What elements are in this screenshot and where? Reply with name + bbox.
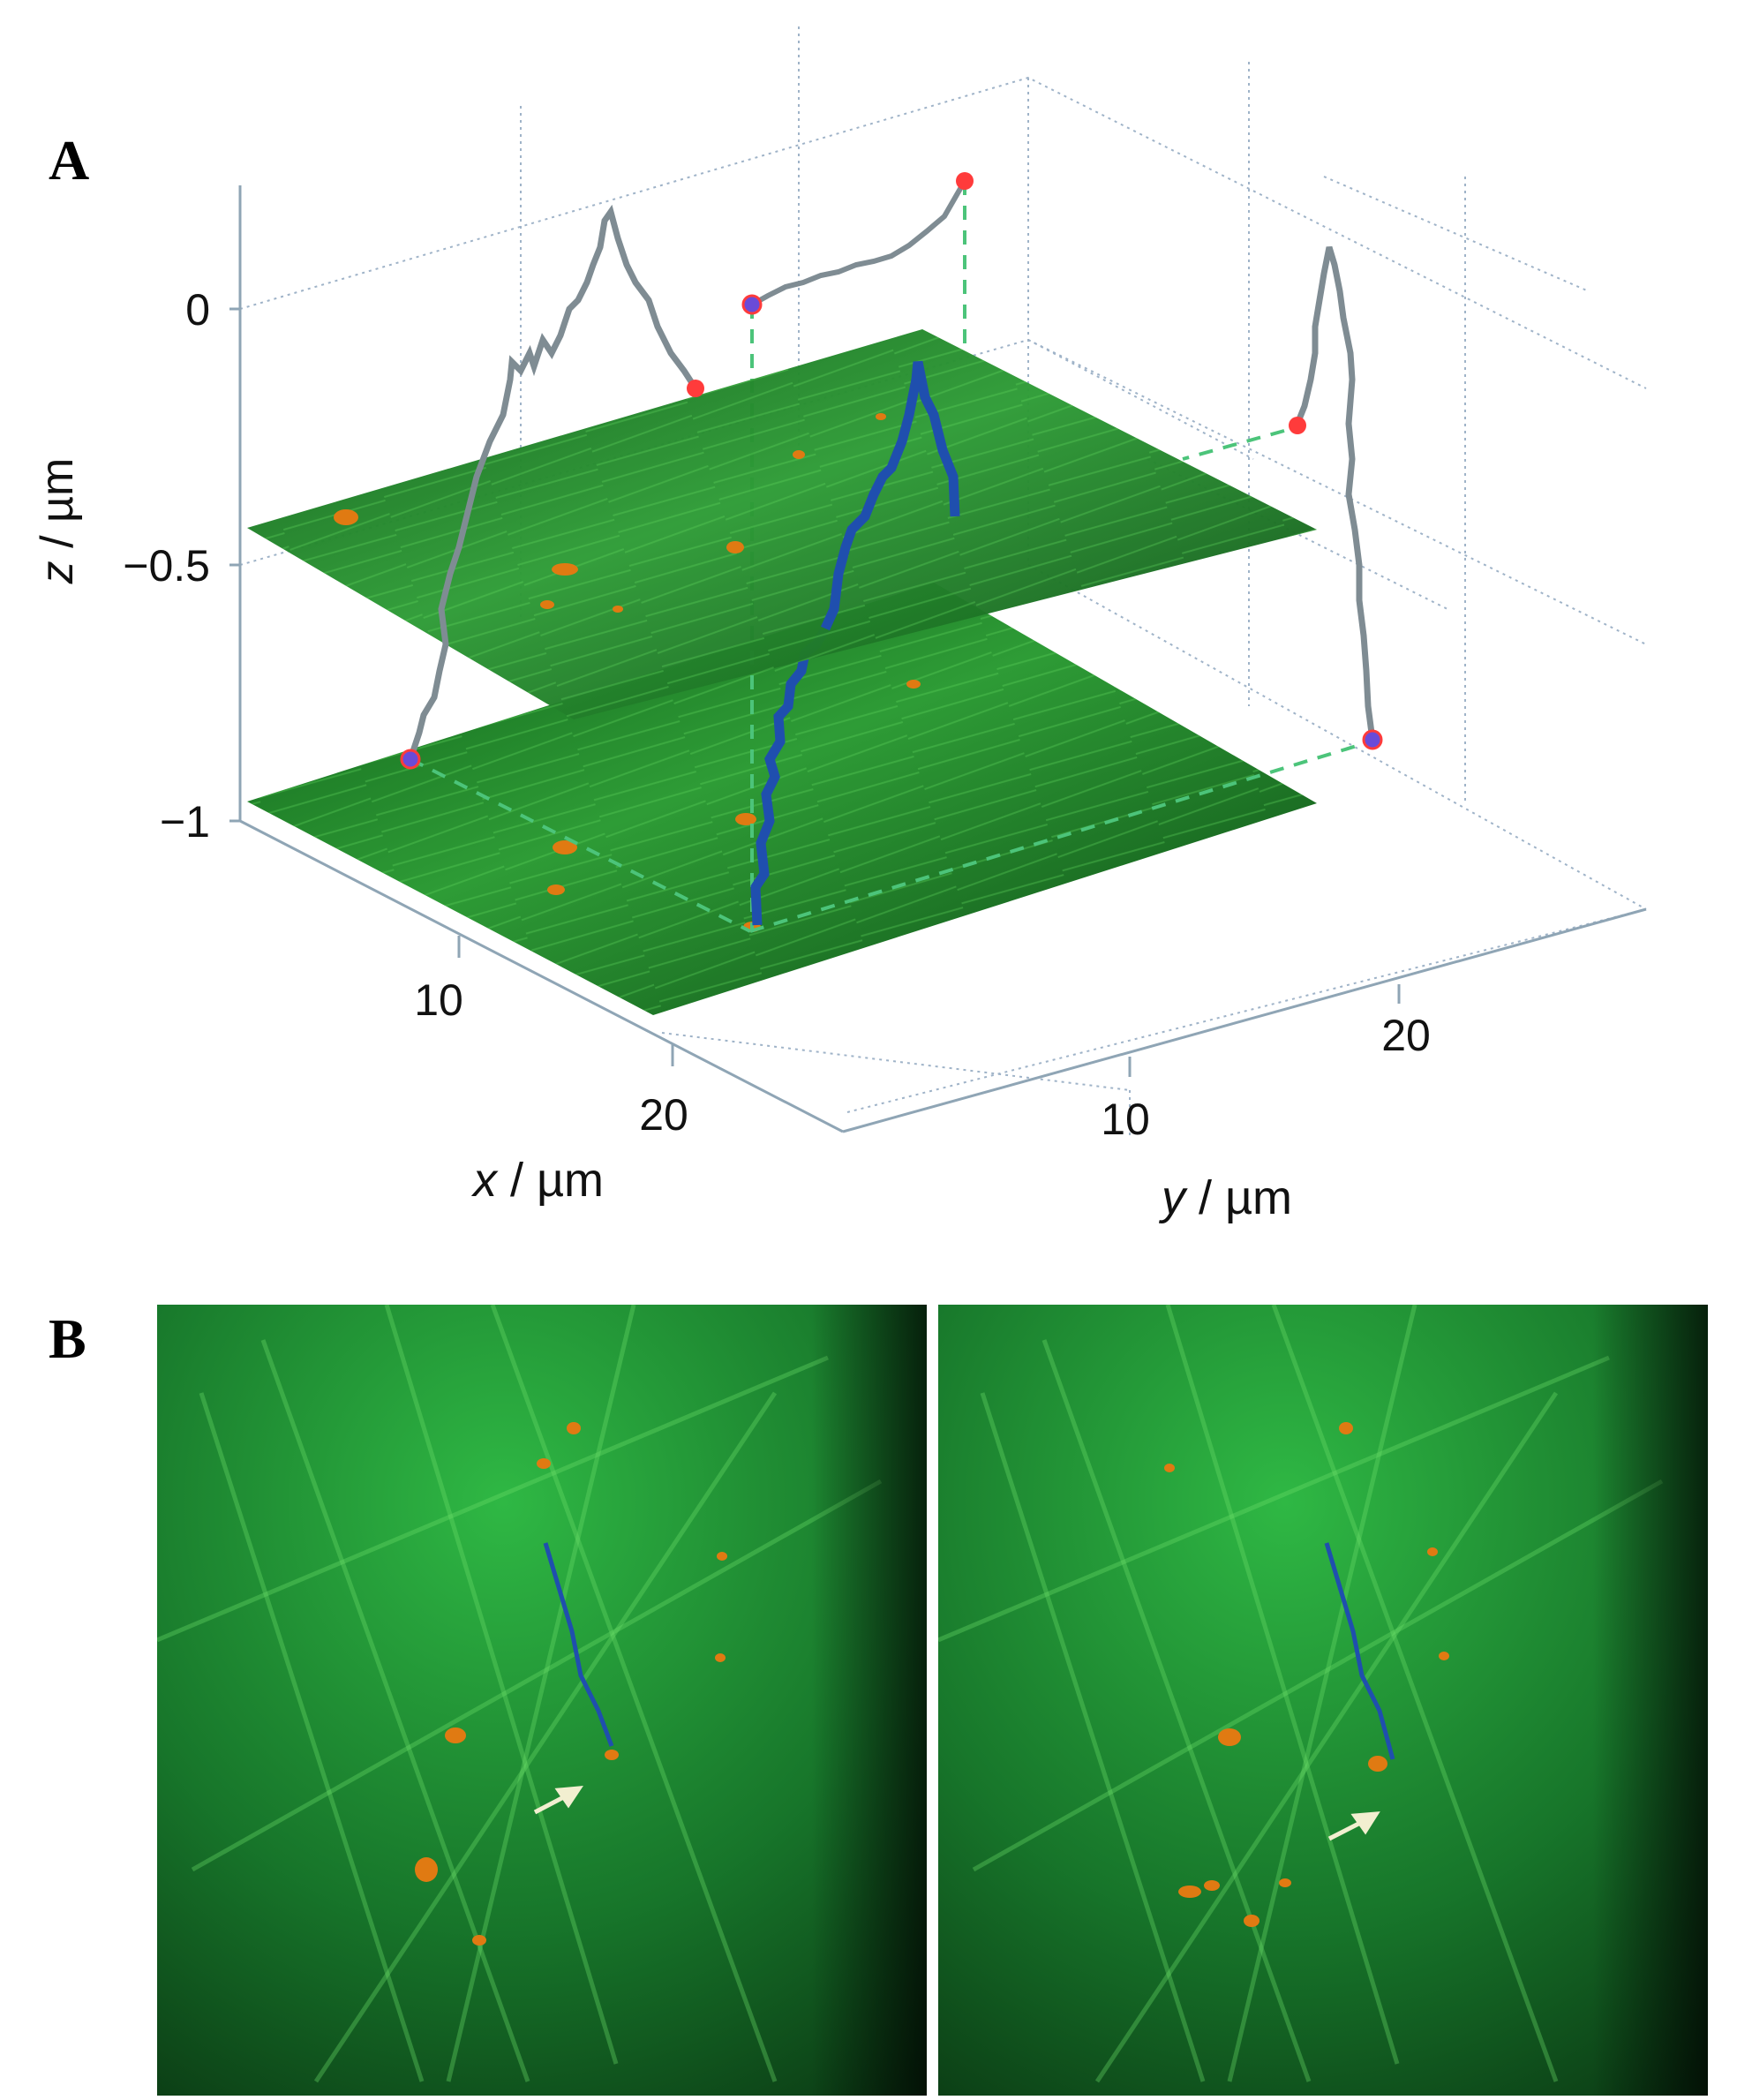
upper-image-plane	[247, 329, 1317, 719]
projection-xy	[750, 179, 967, 307]
trajectory-b-left	[543, 1542, 614, 1747]
panel-a-3d-plot: 0 −0.5 −1 z / µm 10 20 x / µm 10 20 y / …	[32, 26, 1647, 1224]
upper-plane-particles	[334, 413, 886, 613]
lower-image-plane	[247, 583, 1317, 1015]
y-ticks	[1128, 984, 1401, 1077]
projection-yz	[1294, 245, 1376, 741]
z-tick-label-2: −1	[160, 797, 210, 847]
y-tick-label-20: 20	[1381, 1011, 1431, 1060]
trajectory-b-right	[1324, 1542, 1395, 1760]
trajectory-upper	[820, 360, 960, 631]
micrograph-left	[157, 1305, 927, 2096]
z-tick-label-0: 0	[185, 285, 210, 335]
x-ticks	[457, 936, 674, 1066]
micrograph-right	[938, 1305, 1708, 2096]
y-tick-label-10: 10	[1101, 1095, 1150, 1144]
x-tick-label-20: 20	[639, 1090, 688, 1140]
endpoint-markers	[400, 172, 1383, 770]
projection-xz	[407, 204, 698, 761]
panel-a-label: A	[49, 129, 90, 192]
trajectory-lower	[750, 626, 830, 926]
x-axis-label: x / µm	[470, 1154, 604, 1207]
z-ticks	[229, 307, 240, 823]
z-tick-label-1: −0.5	[123, 541, 210, 591]
z-axis-label: z / µm	[32, 458, 83, 585]
y-axis-label: y / µm	[1158, 1171, 1292, 1224]
axis-frame	[238, 185, 1647, 1133]
lower-plane-particles	[547, 680, 921, 932]
panel-b-label: B	[49, 1307, 86, 1370]
x-tick-label-10: 10	[414, 975, 463, 1025]
